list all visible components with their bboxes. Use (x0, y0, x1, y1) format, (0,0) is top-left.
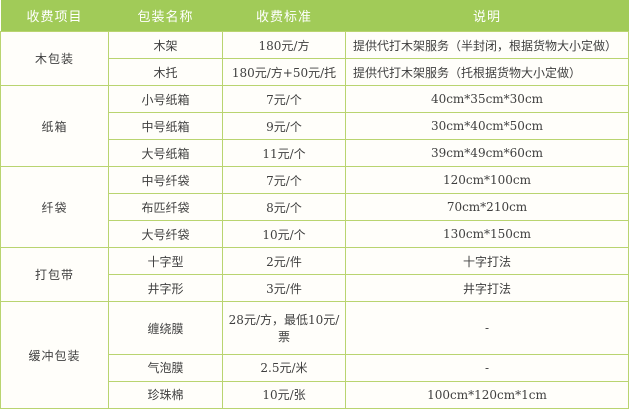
cell-package-name: 木架 (108, 30, 223, 60)
cell-package-name: 珍珠棉 (108, 380, 223, 410)
group-cell-wood-packaging: 木包装 (0, 30, 109, 87)
cell-package-name: 大号纤袋 (108, 220, 223, 249)
group-cell-strapping: 打包带 (0, 247, 109, 303)
cell-price: 180元/方 (222, 30, 346, 60)
table-row: 珍珠棉 10元/张 100cm*120cm*1cm (1, 380, 629, 410)
cell-package-name: 气泡膜 (108, 353, 223, 382)
table-row: 中号纸箱 9元/个 30cm*40cm*50cm (1, 112, 629, 141)
cell-description: 120cm*100cm (345, 166, 629, 195)
cell-package-name: 缠绕膜 (108, 301, 223, 355)
cell-description: 十字打法 (345, 247, 629, 276)
table-row: 木托 180元/方+50元/托 提供代打木架服务（托根据货物大小定做） (1, 58, 629, 87)
table-row: 缓冲包装 缠绕膜 28元/方，最低10元/票 - (0, 301, 629, 409)
cell-description: 提供代打木架服务（托根据货物大小定做） (345, 58, 629, 87)
col-header-fee-standard: 收费标准 (222, 0, 346, 32)
cell-price: 180元/方+50元/托 (222, 58, 346, 87)
table-row: 布匹纤袋 8元/个 70cm*210cm (1, 193, 629, 222)
cell-price: 3元/件 (222, 274, 346, 303)
cell-price: 10元/个 (222, 220, 346, 249)
cell-description: 100cm*120cm*1cm (345, 380, 629, 410)
cell-description: 提供代打木架服务（半封闭，根据货物大小定做） (345, 30, 629, 60)
cell-package-name: 中号纤袋 (108, 166, 223, 195)
col-header-fee-item: 收费项目 (0, 0, 109, 32)
cell-package-name: 小号纸箱 (108, 85, 223, 114)
col-header-description: 说明 (345, 0, 629, 32)
cell-package-name: 大号纸箱 (108, 139, 223, 168)
cell-package-name: 井字形 (108, 274, 223, 303)
table-row: 大号纤袋 10元/个 130cm*150cm (1, 220, 629, 249)
cell-package-name: 中号纸箱 (108, 112, 223, 141)
table-header-row: 收费项目 包装名称 收费标准 说明 (0, 0, 629, 32)
table-row: 木包装 木架 180元/方 提供代打木架服务（半封闭，根据货物大小定做） (0, 30, 629, 87)
cell-price: 9元/个 (222, 112, 346, 141)
cell-description: - (345, 353, 629, 382)
table-row: 打包带 十字型 2元/件 十字打法 (0, 247, 629, 303)
cell-description: 30cm*40cm*50cm (345, 112, 629, 141)
cell-description: 40cm*35cm*30cm (345, 85, 629, 114)
group-cell-carton: 纸箱 (0, 85, 109, 168)
cell-price: 11元/个 (222, 139, 346, 168)
table-row: 大号纸箱 11元/个 39cm*49cm*60cm (1, 139, 629, 168)
cell-price: 2元/件 (222, 247, 346, 276)
table-row: 纸箱 小号纸箱 7元/个 40cm*35cm*30cm (0, 85, 629, 168)
table-row: 井字形 3元/件 井字打法 (1, 274, 629, 303)
group-cell-cushion-packaging: 缓冲包装 (0, 301, 109, 409)
col-header-package-name: 包装名称 (108, 0, 223, 32)
cell-description: 130cm*150cm (345, 220, 629, 249)
table-row: 纤袋 中号纤袋 7元/个 120cm*100cm (0, 166, 629, 249)
cell-package-name: 布匹纤袋 (108, 193, 223, 222)
cell-package-name: 十字型 (108, 247, 223, 276)
cell-price: 7元/个 (222, 85, 346, 114)
cell-price: 28元/方，最低10元/票 (222, 301, 346, 355)
cell-price: 7元/个 (222, 166, 346, 195)
cell-price: 8元/个 (222, 193, 346, 222)
cell-package-name: 木托 (108, 58, 223, 87)
cell-description: - (345, 301, 629, 355)
cell-description: 39cm*49cm*60cm (345, 139, 629, 168)
cell-price: 10元/张 (222, 380, 346, 410)
cell-price: 2.5元/米 (222, 353, 346, 382)
group-cell-fiber-bag: 纤袋 (0, 166, 109, 249)
table-row: 气泡膜 2.5元/米 - (1, 353, 629, 382)
cell-description: 70cm*210cm (345, 193, 629, 222)
cell-description: 井字打法 (345, 274, 629, 303)
